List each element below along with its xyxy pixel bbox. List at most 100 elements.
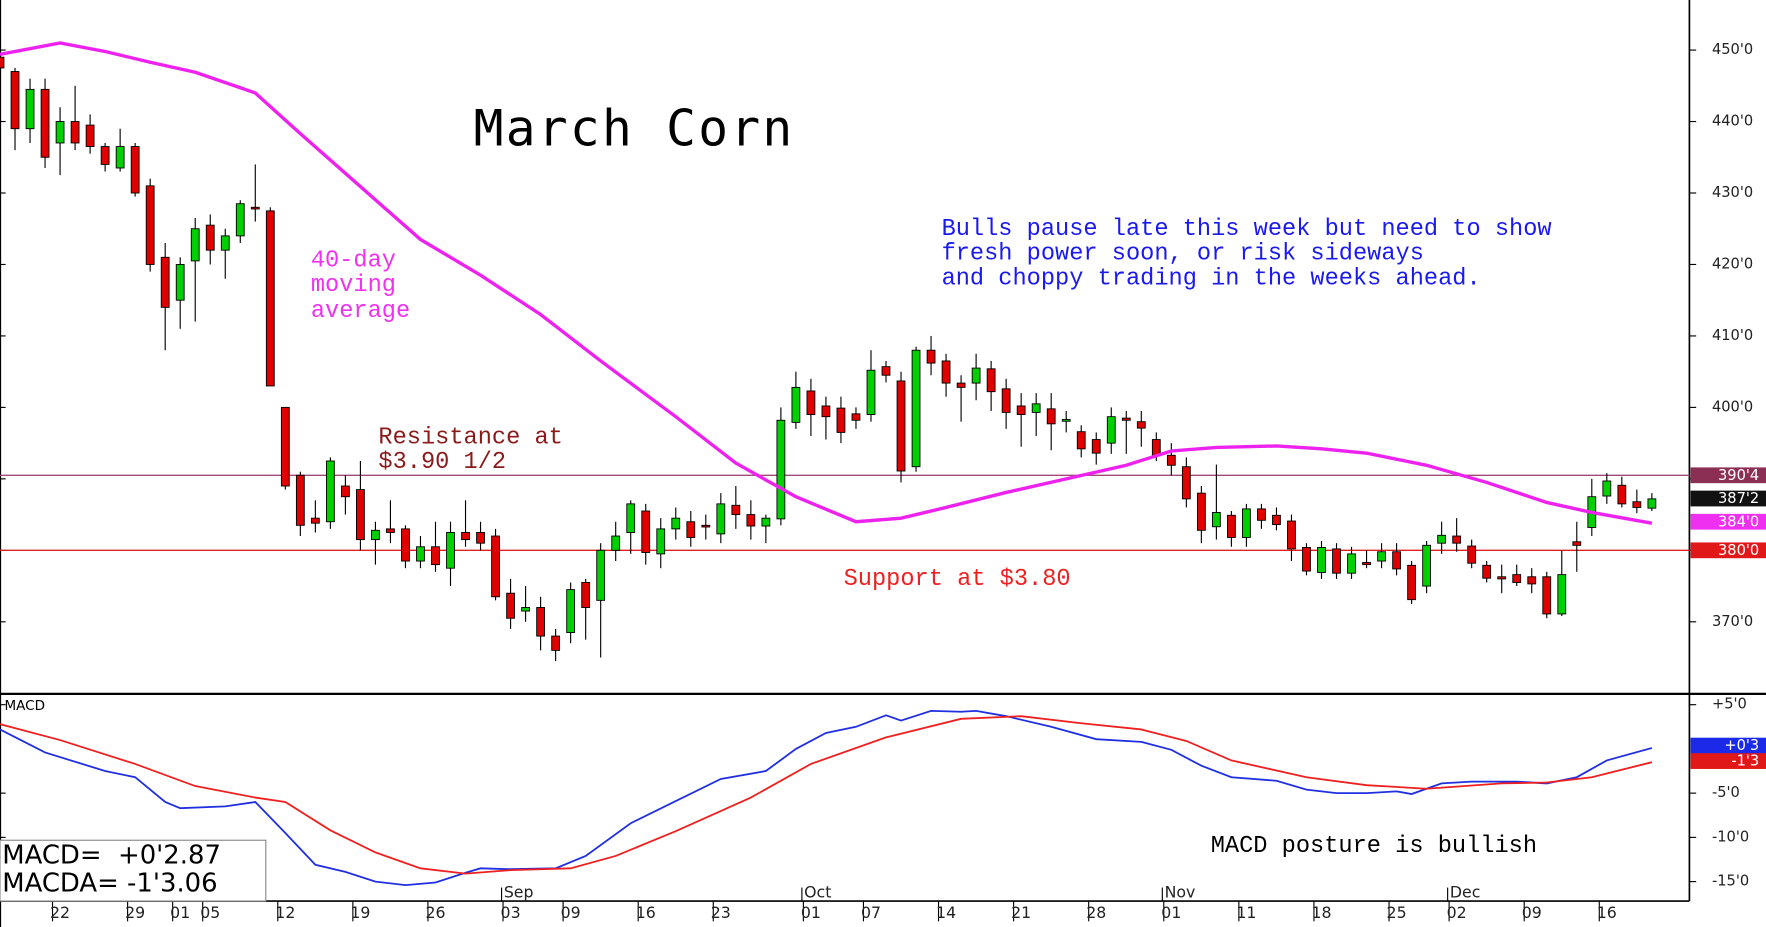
candle-body — [521, 607, 530, 612]
candle-body — [10, 71, 20, 130]
candle-body — [55, 121, 65, 144]
candle-body — [1061, 419, 1071, 422]
x-tick-label: 25 — [1387, 903, 1407, 922]
candle-body — [1091, 439, 1101, 454]
candle-body — [1166, 454, 1176, 466]
x-tick-label: 16 — [636, 903, 656, 922]
y-tick-label: 440'0 — [1712, 113, 1753, 130]
candle-body — [1347, 553, 1356, 574]
candle-body — [461, 532, 470, 541]
candle-body — [536, 607, 546, 637]
annotation: $3.90 1/2 — [378, 449, 506, 476]
value-marker — [1690, 513, 1766, 530]
x-tick-label: 01 — [1161, 903, 1181, 922]
candle-body — [971, 367, 981, 384]
value-marker-label: +0'3 — [1724, 737, 1759, 754]
candle-body — [130, 146, 140, 194]
candle-body — [566, 589, 576, 633]
candle-body — [776, 419, 786, 520]
y-tick-label: 450'0 — [1712, 41, 1753, 58]
candle-body — [686, 521, 696, 538]
candle-body — [1181, 466, 1191, 500]
candle-body — [1031, 403, 1041, 413]
candle-body — [1046, 408, 1056, 425]
readout-box — [0, 839, 267, 902]
candle-body — [626, 503, 636, 533]
line-series — [0, 715, 1653, 875]
x-tick-label: 05 — [200, 903, 220, 922]
annotation: Support at $3.80 — [844, 566, 1071, 593]
x-tick-label: 01 — [801, 903, 821, 922]
candle-body — [115, 146, 125, 169]
annotation: 40-day — [311, 247, 396, 274]
candle-body — [476, 532, 485, 544]
candle-body — [1482, 564, 1492, 579]
y-tick-label: 410'0 — [1712, 327, 1753, 344]
candle-body — [1452, 535, 1462, 544]
y-tick-label: 400'0 — [1712, 398, 1753, 415]
value-marker-label: 387'2 — [1718, 490, 1759, 507]
month-label: Dec — [1450, 883, 1480, 902]
annotation: Resistance at — [378, 424, 562, 451]
y-tick-label: 370'0 — [1712, 613, 1753, 630]
candle-body — [656, 528, 666, 555]
x-tick-label: 28 — [1086, 903, 1106, 922]
candle-body — [416, 546, 425, 562]
candle-body — [986, 368, 996, 393]
x-tick-label: 09 — [1522, 903, 1542, 922]
candle-body — [100, 146, 110, 165]
annotation: fresh power soon, or risk sideways — [942, 241, 1424, 268]
candle-body — [401, 528, 410, 562]
candle-body — [85, 124, 95, 147]
candle-body — [806, 390, 816, 415]
month-label: Oct — [804, 883, 831, 902]
candle-body — [431, 546, 440, 566]
candle-body — [25, 88, 35, 130]
line-series — [0, 709, 1653, 887]
candle-body — [1302, 547, 1311, 572]
candle-body — [235, 203, 245, 237]
candle-body — [220, 235, 230, 251]
value-marker-label: 384'0 — [1718, 513, 1759, 530]
x-tick-label: 23 — [711, 903, 731, 922]
candle-body — [265, 210, 275, 387]
annotation: average — [311, 298, 410, 325]
candle-body — [295, 474, 305, 526]
annotation: Bulls pause late this week but need to s… — [942, 216, 1552, 243]
value-marker-label: 390'4 — [1718, 467, 1759, 484]
plot-area: 370'0380'0390'0400'0410'0420'0430'0440'0… — [0, 41, 1753, 922]
candle-body — [1602, 480, 1612, 497]
y-tick-label: -10'0 — [1712, 828, 1749, 845]
candle-body — [1272, 514, 1281, 526]
x-tick-label: 11 — [1236, 903, 1256, 922]
candle-body — [1151, 439, 1161, 456]
candle-body — [896, 380, 906, 472]
candle-body — [160, 256, 170, 308]
candle-body — [761, 517, 771, 527]
candle-body — [1407, 564, 1416, 601]
candle-body — [1317, 547, 1326, 573]
candle-body — [1287, 520, 1296, 550]
x-tick-label: 01 — [170, 903, 190, 922]
annotation: and choppy trading in the weeks ahead. — [942, 265, 1481, 292]
candle-body — [491, 535, 500, 598]
candle-body — [310, 517, 320, 524]
candle-body — [1362, 562, 1371, 566]
candle-body — [446, 532, 455, 569]
candle-body — [1572, 541, 1582, 546]
candle-body — [581, 582, 591, 608]
candle-body — [1512, 574, 1522, 583]
candle-body — [1242, 508, 1251, 538]
x-tick-label: 12 — [275, 903, 295, 922]
y-tick-label: -15'0 — [1712, 873, 1749, 890]
candle-body — [911, 349, 921, 468]
value-marker — [1690, 737, 1766, 754]
x-tick-label: 29 — [125, 903, 145, 922]
candle-body — [1437, 534, 1447, 544]
candle-body — [641, 510, 651, 553]
candle-body — [175, 264, 185, 301]
candle-body — [280, 406, 290, 487]
